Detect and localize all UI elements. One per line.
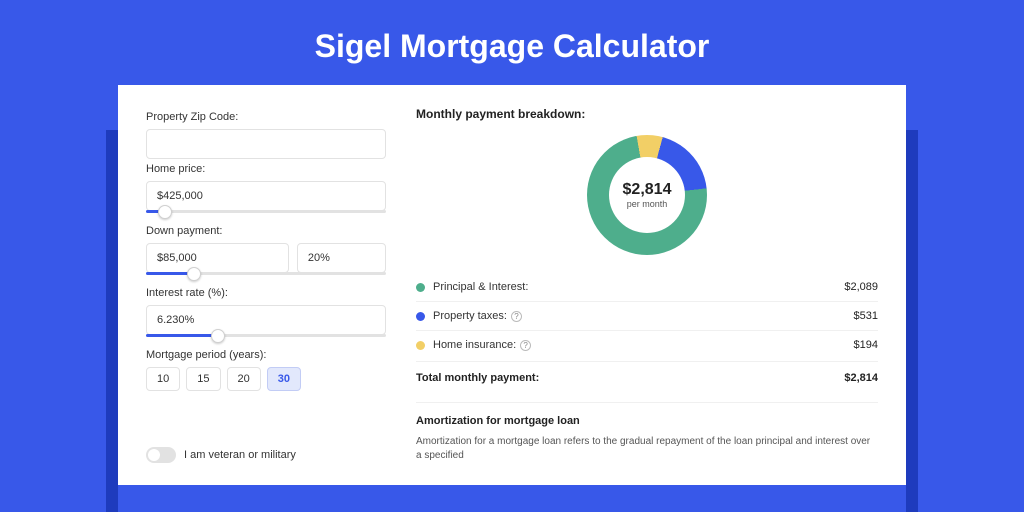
slider-thumb[interactable]: [187, 267, 201, 281]
home-price-label: Home price:: [146, 163, 386, 175]
legend-label: Property taxes:?: [433, 310, 522, 322]
breakdown-title: Monthly payment breakdown:: [416, 107, 878, 121]
donut-sub: per month: [627, 199, 668, 209]
donut-center: $2,814 per month: [609, 157, 685, 233]
down-payment-input[interactable]: [146, 243, 289, 273]
info-icon[interactable]: ?: [520, 340, 531, 351]
legend-dot: [416, 341, 425, 350]
veteran-label: I am veteran or military: [184, 449, 296, 461]
legend-label: Principal & Interest:: [433, 281, 528, 293]
legend-value: $194: [854, 339, 878, 351]
period-button-20[interactable]: 20: [227, 367, 261, 391]
legend: Principal & Interest: $2,089 Property taxe…: [416, 273, 878, 359]
period-button-10[interactable]: 10: [146, 367, 180, 391]
calculator-card: Property Zip Code: Home price: Down paym…: [118, 85, 906, 485]
total-label: Total monthly payment:: [416, 372, 539, 384]
period-button-30[interactable]: 30: [267, 367, 301, 391]
period-label: Mortgage period (years):: [146, 349, 386, 361]
breakdown-column: Monthly payment breakdown: $2,814 per mo…: [416, 107, 878, 463]
card-shadow-right: [906, 130, 918, 512]
legend-dot: [416, 283, 425, 292]
interest-label: Interest rate (%):: [146, 287, 386, 299]
interest-slider[interactable]: [146, 334, 386, 337]
page-title: Sigel Mortgage Calculator: [0, 0, 1024, 85]
form-column: Property Zip Code: Home price: Down paym…: [146, 107, 386, 463]
legend-dot: [416, 312, 425, 321]
zip-input[interactable]: [146, 129, 386, 159]
down-payment-slider[interactable]: [146, 272, 386, 275]
down-payment-percent-input[interactable]: [297, 243, 386, 273]
legend-value: $2,089: [844, 281, 878, 293]
interest-input[interactable]: [146, 305, 386, 335]
donut-chart-wrap: $2,814 per month: [416, 135, 878, 255]
veteran-toggle[interactable]: [146, 447, 176, 463]
home-price-slider[interactable]: [146, 210, 386, 213]
amortization-text: Amortization for a mortgage loan refers …: [416, 435, 878, 463]
slider-thumb[interactable]: [211, 329, 225, 343]
home-price-input[interactable]: [146, 181, 386, 211]
amortization-title: Amortization for mortgage loan: [416, 415, 878, 427]
donut-chart: $2,814 per month: [587, 135, 707, 255]
card-shadow-left: [106, 130, 118, 512]
period-button-group: 1015 2030: [146, 367, 386, 391]
legend-row: Property taxes:? $531: [416, 302, 878, 331]
zip-label: Property Zip Code:: [146, 111, 386, 123]
veteran-row: I am veteran or military: [146, 447, 386, 463]
slider-thumb[interactable]: [158, 205, 172, 219]
legend-row: Home insurance:? $194: [416, 331, 878, 359]
legend-value: $531: [854, 310, 878, 322]
total-amount: $2,814: [844, 372, 878, 384]
amortization-block: Amortization for mortgage loan Amortizat…: [416, 402, 878, 463]
down-payment-label: Down payment:: [146, 225, 386, 237]
info-icon[interactable]: ?: [511, 311, 522, 322]
total-row: Total monthly payment: $2,814: [416, 361, 878, 394]
period-button-15[interactable]: 15: [186, 367, 220, 391]
donut-amount: $2,814: [623, 181, 672, 199]
legend-row: Principal & Interest: $2,089: [416, 273, 878, 302]
legend-label: Home insurance:?: [433, 339, 531, 351]
